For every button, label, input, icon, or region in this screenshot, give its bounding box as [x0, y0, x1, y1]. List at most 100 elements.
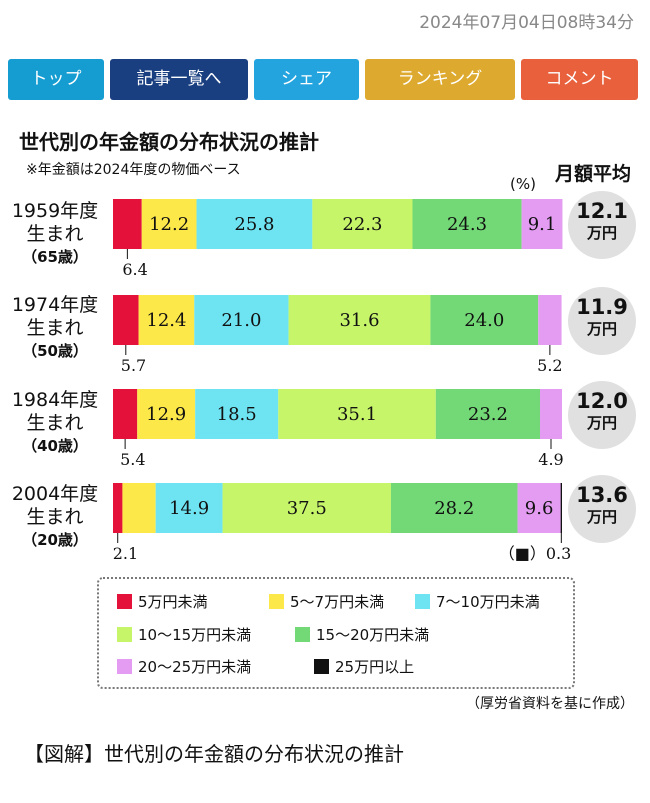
bar-segment	[138, 295, 195, 345]
monthly-average-badge: 12.1 万円	[568, 191, 636, 259]
segment-value-label: 5.2	[537, 356, 562, 375]
legend-swatch	[117, 594, 132, 609]
chart-subtitle: ※年金額は2024年度の物価ベース	[26, 162, 241, 178]
segment-value-label: 23.2	[468, 404, 508, 425]
legend-label: 20～25万円未満	[138, 658, 252, 676]
average-value: 12.0	[576, 389, 628, 413]
cohort-born: 生まれ	[26, 412, 84, 434]
segment-value-label: （■）0.3	[499, 544, 572, 563]
legend-label: 7～10万円未満	[436, 593, 540, 611]
segment-value-label: 21.0	[221, 310, 261, 331]
legend-swatch	[269, 594, 284, 609]
legend-label: 5万円未満	[138, 593, 208, 611]
bar-segment	[113, 199, 142, 249]
bar-segment	[517, 483, 561, 533]
timestamp: 2024年07月04日08時34分	[419, 13, 634, 33]
bar-segment	[288, 295, 431, 345]
monthly-average-badge: 12.0 万円	[568, 381, 636, 449]
bar-segment	[312, 199, 413, 249]
cohort-born: 生まれ	[26, 317, 84, 339]
legend-item: 5万円未満	[117, 591, 208, 612]
nav-bar: トップ 記事一覧へ シェア ランキング コメント	[8, 59, 638, 100]
legend-label: 15～20万円未満	[316, 626, 430, 644]
legend-item: 5～7万円未満	[269, 591, 384, 612]
cohort-age: （40歳）	[22, 437, 88, 455]
segment-value-label: 22.3	[342, 214, 382, 235]
monthly-average-header: 月額平均	[555, 163, 632, 185]
average-unit: 万円	[586, 508, 617, 526]
segment-value-label: 5.7	[121, 356, 146, 375]
segment-value-label: 28.2	[434, 498, 474, 519]
source-note: （厚労省資料を基に作成）	[466, 696, 634, 712]
segment-value-label: 9.6	[525, 498, 554, 519]
article-list-button[interactable]: 記事一覧へ	[110, 59, 248, 100]
segment-value-label: 24.0	[464, 310, 504, 331]
cohort-year: 1984年度	[11, 389, 99, 411]
legend-item: 25万円以上	[314, 656, 414, 677]
bar-segment	[195, 389, 279, 439]
bar-segment	[141, 199, 197, 249]
segment-value-label: 12.9	[146, 404, 186, 425]
segment-value-label: 12.2	[149, 214, 189, 235]
legend-item: 15～20万円未満	[295, 624, 429, 645]
legend-item: 7～10万円未満	[415, 591, 540, 612]
monthly-average-badge: 11.9 万円	[568, 287, 636, 355]
bar-segment	[412, 199, 522, 249]
cohort-label: 1959年度 生まれ （65歳）	[0, 200, 110, 269]
bar-segment	[435, 389, 540, 439]
bar-segment	[430, 295, 539, 345]
bar-segment	[196, 199, 313, 249]
ranking-button[interactable]: ランキング	[365, 59, 515, 100]
legend-swatch	[314, 659, 329, 674]
segment-value-label: 12.4	[146, 310, 186, 331]
legend-label: 10～15万円未満	[138, 626, 252, 644]
average-unit: 万円	[586, 224, 617, 242]
segment-value-label: 35.1	[337, 404, 377, 425]
legend: 5万円未満 5～7万円未満 7～10万円未満 10～15万円未満 15～20万円…	[97, 577, 575, 689]
bar-segment	[538, 295, 562, 345]
segment-value-label: 4.9	[538, 450, 563, 469]
bar-segment	[390, 483, 518, 533]
cohort-born: 生まれ	[26, 506, 84, 528]
bar-segment	[539, 389, 562, 439]
segment-value-label: 9.1	[528, 214, 557, 235]
average-unit: 万円	[586, 320, 617, 338]
segment-value-label: 31.6	[339, 310, 379, 331]
bar-segment	[113, 389, 138, 439]
segment-value-label: 37.5	[287, 498, 327, 519]
cohort-year: 1959年度	[11, 200, 99, 222]
average-value: 13.6	[576, 483, 628, 507]
legend-swatch	[415, 594, 430, 609]
cohort-year: 2004年度	[11, 483, 99, 505]
figure-caption: 【図解】世代別の年金額の分布状況の推計	[24, 742, 404, 766]
segment-value-label: 6.4	[122, 260, 147, 279]
top-button[interactable]: トップ	[8, 59, 104, 100]
comment-button[interactable]: コメント	[521, 59, 638, 100]
bar-segment	[155, 483, 223, 533]
legend-label: 25万円以上	[335, 658, 415, 676]
cohort-age: （50歳）	[22, 342, 88, 360]
segment-value-label: 5.4	[120, 450, 145, 469]
monthly-average-badge: 13.6 万円	[568, 475, 636, 543]
legend-item: 10～15万円未満	[117, 624, 251, 645]
cohort-label: 2004年度 生まれ （20歳）	[0, 483, 110, 552]
percent-unit-label: (%)	[510, 175, 536, 193]
bar-segment	[113, 295, 139, 345]
legend-label: 5～7万円未満	[290, 593, 385, 611]
bar-segment	[222, 483, 391, 533]
share-button[interactable]: シェア	[254, 59, 359, 100]
bar-segment	[194, 295, 289, 345]
cohort-age: （20歳）	[22, 531, 88, 549]
cohort-age: （65歳）	[22, 248, 88, 266]
legend-item: 20～25万円未満	[117, 656, 251, 677]
segment-value-label: 18.5	[217, 404, 257, 425]
legend-swatch	[117, 659, 132, 674]
segment-value-label: 2.1	[113, 544, 138, 563]
segment-value-label: 25.8	[234, 214, 274, 235]
average-value: 11.9	[576, 295, 628, 319]
bar-segment	[278, 389, 436, 439]
cohort-born: 生まれ	[26, 223, 84, 245]
cohort-label: 1984年度 生まれ （40歳）	[0, 389, 110, 458]
chart-title: 世代別の年金額の分布状況の推計	[19, 130, 319, 154]
